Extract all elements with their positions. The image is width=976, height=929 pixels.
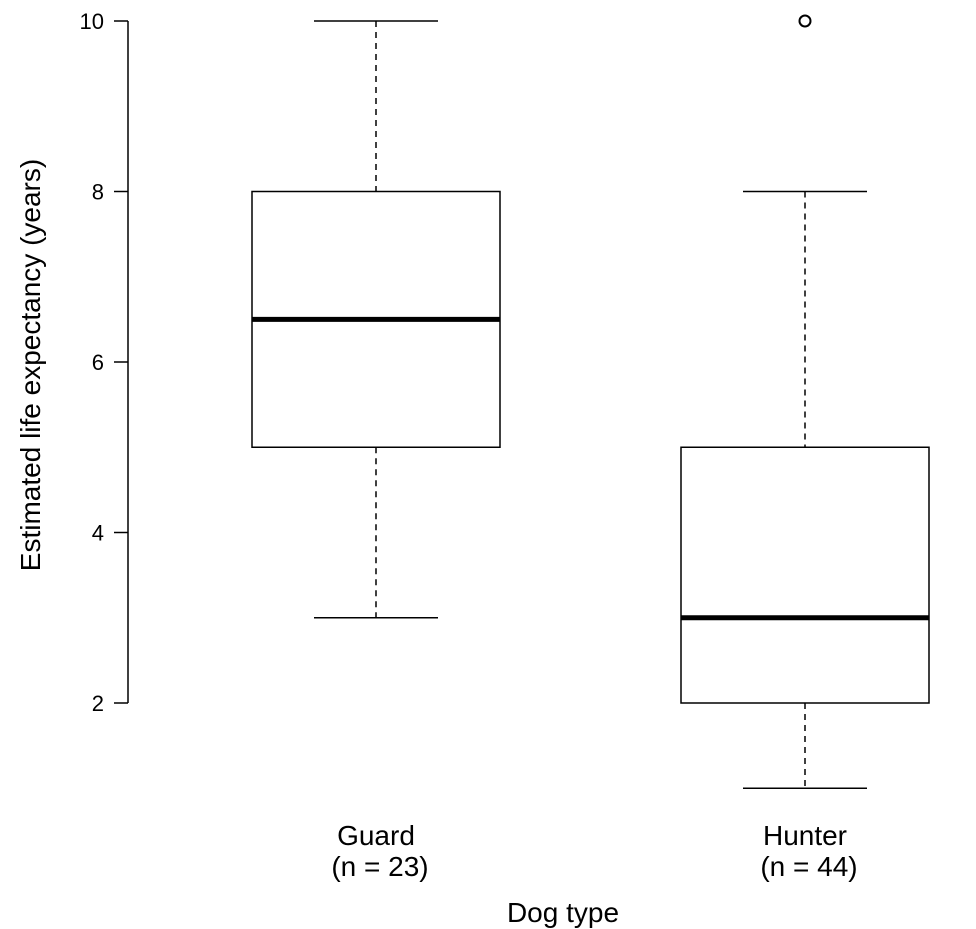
category-count-label: (n = 23) xyxy=(331,851,428,882)
category-labels: Guard(n = 23) Hunter(n = 44) xyxy=(331,820,857,882)
iqr-box xyxy=(680,446,930,704)
y-tick-label: 10 xyxy=(80,9,104,34)
y-tick-label: 6 xyxy=(92,350,104,375)
y-tick-label: 2 xyxy=(92,691,104,716)
y-tick-label: 8 xyxy=(92,180,104,205)
y-axis-title: Estimated life expectancy (years) xyxy=(15,159,46,571)
boxes xyxy=(251,14,930,789)
box-hunter xyxy=(680,14,930,789)
outlier-point xyxy=(798,14,812,28)
y-axis: 2 4 6 8 10 xyxy=(80,9,129,716)
category-count-label: (n = 44) xyxy=(760,851,857,882)
box-guard xyxy=(251,20,501,619)
x-axis-title: Dog type xyxy=(507,897,619,928)
category-label: Guard xyxy=(337,820,415,851)
category-label: Hunter xyxy=(763,820,847,851)
y-tick-label: 4 xyxy=(92,521,104,546)
